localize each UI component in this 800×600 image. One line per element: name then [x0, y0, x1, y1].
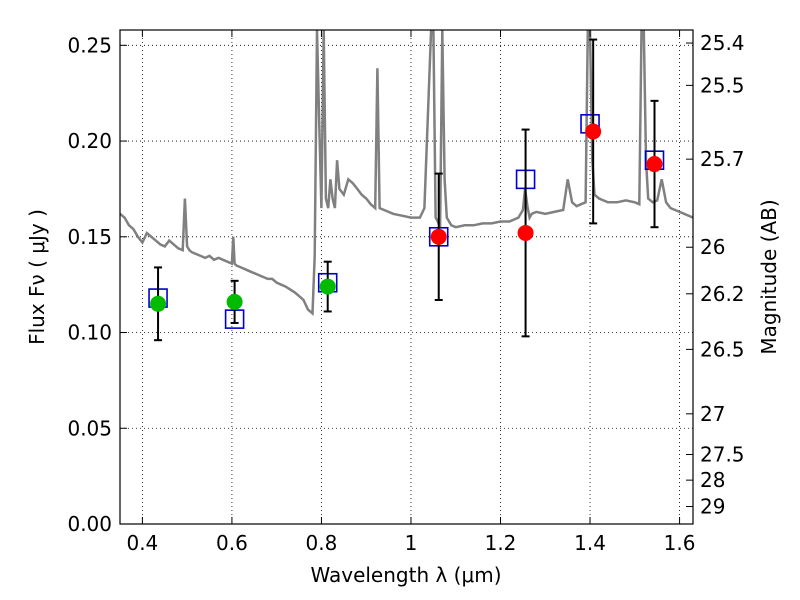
x-tick-label: 0.4: [126, 531, 158, 555]
mag-tick-label: 28: [700, 468, 725, 492]
y-tick-label: 0.10: [67, 321, 112, 345]
x-tick-label: 1.4: [574, 531, 606, 555]
plot-area: [120, 30, 693, 342]
grid: [120, 30, 693, 525]
mag-tick-label: 26.5: [700, 337, 745, 361]
y-tick-label: 0.00: [67, 512, 112, 536]
mag-tick-label: 25.4: [700, 31, 745, 55]
axis-ticks: 0.4 0.6 0.8 1 1.2 1.4 1.6 0.00 0.05 0.10 0.15 0.20 0…: [67, 30, 745, 555]
y-tick-label: 0.25: [67, 33, 112, 57]
mag-tick-label: 26: [700, 235, 725, 259]
y-tick-label: 0.15: [67, 225, 112, 249]
x-tick-label: 0.8: [306, 531, 338, 555]
mag-tick-label: 27.5: [700, 442, 745, 466]
observed-flux-point: [646, 156, 663, 173]
x-axis-label: Wavelength λ (μm): [310, 563, 501, 587]
model-spectrum-line: [120, 30, 693, 317]
x-tick-label: 1.2: [485, 531, 517, 555]
observed-flux-point: [430, 228, 447, 245]
observed-flux-point: [319, 278, 336, 295]
x-tick-label: 0.6: [216, 531, 248, 555]
plot-frame: [119, 29, 694, 525]
x-tick-label: 1.6: [664, 531, 696, 555]
mag-tick-label: 25.5: [700, 73, 745, 97]
y-tick-label: 0.05: [67, 416, 112, 440]
y-tick-label: 0.20: [67, 129, 112, 153]
mag-tick-label: 29: [700, 495, 725, 519]
y-axis-label: Flux Fν ( μJy ): [25, 209, 49, 345]
mag-tick-label: 25.7: [700, 147, 745, 171]
observed-flux-point: [150, 295, 167, 312]
y-axis-right-label: Magnitude (AB): [757, 199, 781, 354]
data-markers: [148, 38, 665, 342]
mag-tick-label: 26.2: [700, 282, 745, 306]
x-tick-label: 1: [405, 531, 418, 555]
observed-flux-point: [585, 123, 602, 140]
mag-tick-label: 27: [700, 402, 725, 426]
observed-flux-point: [517, 224, 534, 241]
observed-flux-point: [226, 293, 243, 310]
